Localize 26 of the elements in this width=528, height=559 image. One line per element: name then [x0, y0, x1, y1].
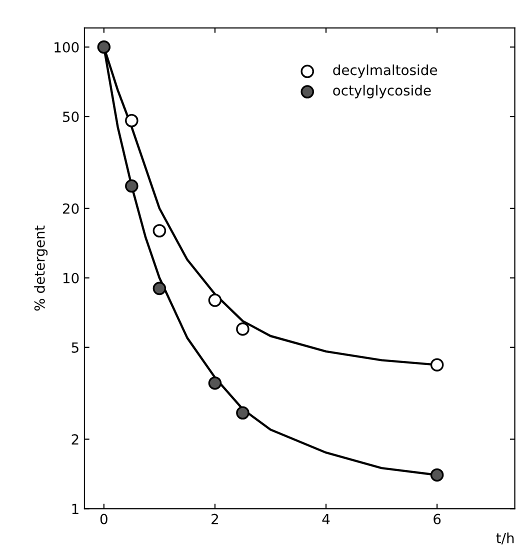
- y-axis-title: % detergent: [34, 226, 48, 311]
- point: [152, 224, 166, 238]
- y-tick-label: 10: [63, 272, 79, 284]
- legend-label: octylglycoside: [333, 84, 431, 98]
- x-tick-label: 4: [322, 514, 330, 524]
- point: [208, 294, 222, 307]
- y-tick-label: 50: [63, 112, 79, 122]
- point: [97, 40, 111, 54]
- legend-label: decylmaltoside: [333, 64, 438, 78]
- y-tick-label: 20: [62, 203, 79, 214]
- point: [236, 406, 250, 420]
- point: [208, 376, 222, 390]
- point: [125, 179, 138, 193]
- point: [125, 114, 138, 128]
- point: [236, 322, 250, 336]
- x-axis-title: t/h: [496, 532, 514, 544]
- x-tick-label: 2: [212, 514, 218, 524]
- point: [152, 282, 166, 296]
- x-tick-label: 0: [100, 514, 108, 524]
- y-tick-label: 1: [72, 504, 78, 514]
- y-tick-label: 100: [54, 42, 79, 53]
- y-tick-label: 2: [72, 434, 78, 444]
- point: [430, 358, 444, 372]
- y-tick-label: 5: [72, 342, 78, 353]
- x-tick-label: 6: [434, 514, 441, 524]
- point: [430, 468, 444, 482]
